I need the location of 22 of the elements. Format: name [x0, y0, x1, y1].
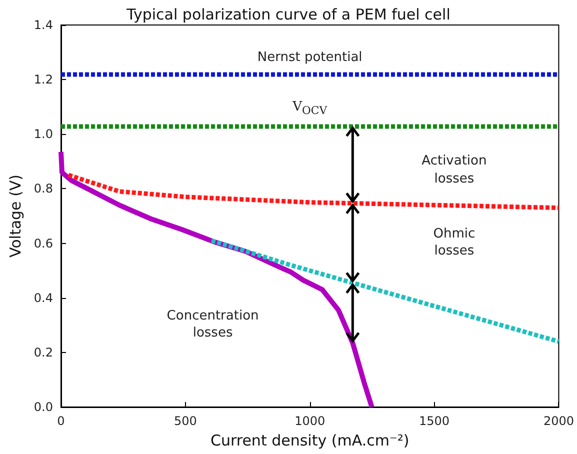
ref-line-label: V$_{OCV}$: [292, 99, 328, 117]
x-tick-label: 1000: [294, 414, 326, 428]
y-tick-label: 0.6: [34, 236, 53, 250]
x-tick-label: 1500: [419, 414, 450, 428]
x-tick-label: 2000: [543, 414, 574, 428]
x-tick-label: 0: [57, 414, 65, 428]
annotation: Activation losses: [422, 152, 487, 188]
y-tick-label: 1.4: [34, 18, 53, 32]
ref-line-label: Nernst potential: [257, 50, 362, 66]
annotation: Concentration losses: [166, 307, 259, 342]
x-tick-label: 500: [174, 414, 197, 428]
y-tick-label: 0.2: [34, 345, 53, 360]
y-tick-label: 0.4: [34, 290, 53, 305]
y-tick-label: 0.0: [34, 400, 53, 414]
y-tick-label: 1.2: [34, 72, 53, 87]
chart-title: Typical polarization curve of a PEM fuel cell: [126, 6, 450, 24]
x-axis-title: Current density (mA.cm⁻²): [210, 432, 410, 450]
y-tick-label: 1.0: [34, 127, 53, 142]
y-axis-title: Voltage (V): [6, 174, 24, 258]
annotation: Ohmic losses: [433, 225, 476, 260]
line-series: [66, 172, 561, 210]
y-tick-label: 0.8: [34, 182, 53, 196]
